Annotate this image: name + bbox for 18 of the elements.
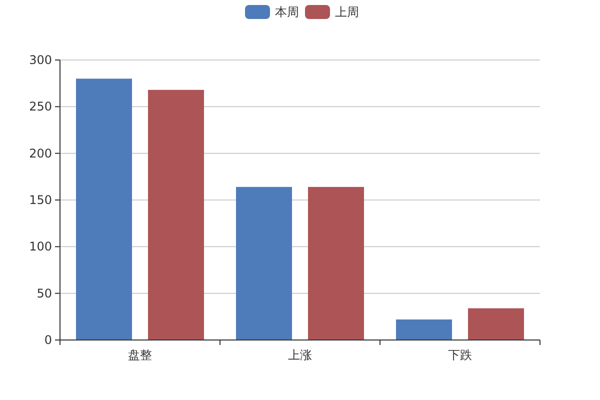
x-tick-label: 上涨 [288,348,312,362]
y-tick-label: 150 [29,193,52,207]
bar [468,308,524,340]
y-tick-label: 50 [36,286,52,300]
y-tick-label: 250 [29,100,52,114]
bar [396,319,452,340]
y-tick-label: 100 [29,240,52,254]
legend-label: 本周 [275,5,299,19]
bar [76,78,132,340]
bar [308,186,364,340]
y-tick-label: 200 [29,146,52,160]
x-tick-label: 下跌 [448,348,472,362]
y-tick-label: 0 [44,333,52,347]
bar [148,90,204,340]
bar [236,186,292,340]
legend-label: 上周 [335,5,359,19]
x-tick-label: 盘整 [128,348,152,362]
y-tick-label: 300 [29,53,52,67]
